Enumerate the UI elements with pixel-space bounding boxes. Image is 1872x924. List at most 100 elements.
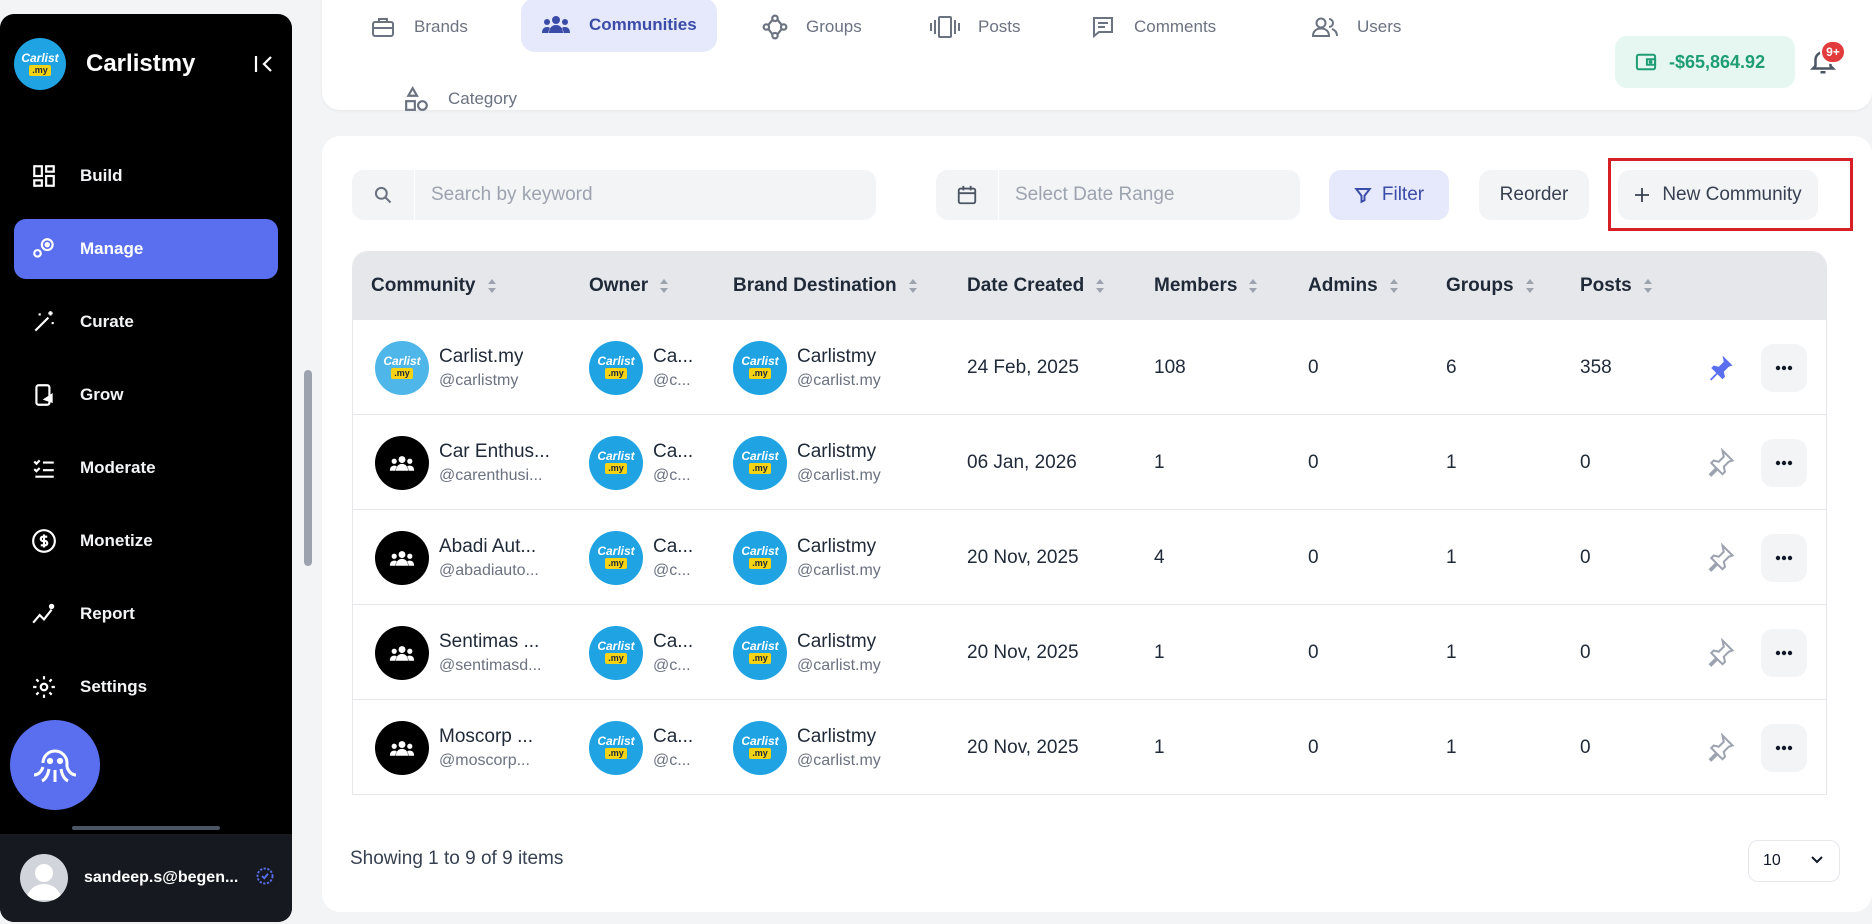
owner-avatar: Carlist .my <box>589 340 643 395</box>
sort-icon[interactable] <box>1094 277 1106 295</box>
community-group-icon <box>375 435 429 490</box>
sort-icon[interactable] <box>1247 277 1259 295</box>
tab-comments[interactable]: Comments <box>1070 0 1236 54</box>
tab-users[interactable]: Users <box>1291 0 1421 54</box>
column-header[interactable]: Community <box>371 252 498 320</box>
owner-cell[interactable]: Carlist .my Ca... @c... <box>589 415 719 510</box>
groups-count: 1 <box>1446 451 1457 473</box>
tab-category[interactable]: Category <box>384 72 537 126</box>
user-profile[interactable]: sandeep.s@begen... <box>0 834 292 922</box>
column-header[interactable]: Owner <box>589 252 670 320</box>
page-size-select[interactable]: 10 <box>1748 840 1840 882</box>
assistant-octopus-icon[interactable] <box>10 720 100 810</box>
table-row[interactable]: Sentimas ... @sentimasd... Carlist .my Ca...… <box>353 605 1826 700</box>
sidebar-item-build[interactable]: Build <box>14 146 278 206</box>
column-header[interactable]: Date Created <box>967 252 1106 320</box>
logo-text: Carlist <box>21 50 59 65</box>
search-box[interactable] <box>352 170 876 220</box>
category-icon <box>404 86 430 112</box>
sidebar-item-curate[interactable]: Curate <box>14 292 278 352</box>
sort-icon[interactable] <box>907 277 919 295</box>
date-created: 20 Nov, 2025 <box>967 546 1079 568</box>
new-community-button[interactable]: New Community <box>1618 170 1818 220</box>
column-header[interactable]: Posts <box>1580 252 1654 320</box>
sort-icon[interactable] <box>1388 277 1400 295</box>
sidebar-scrollbar[interactable] <box>304 370 312 566</box>
wallet-icon <box>1635 52 1657 72</box>
column-header[interactable]: Brand Destination <box>733 252 919 320</box>
more-options-icon[interactable] <box>1761 344 1807 392</box>
column-header[interactable]: Members <box>1154 252 1259 320</box>
sidebar-item-monetize[interactable]: Monetize <box>14 511 278 571</box>
more-options-icon[interactable] <box>1761 534 1807 582</box>
tab-posts[interactable]: Posts <box>910 0 1041 54</box>
sidebar-item-manage[interactable]: Manage <box>14 219 278 279</box>
date-range-input[interactable] <box>1015 170 1300 220</box>
owner-handle: @c... <box>653 751 691 769</box>
date-range-picker[interactable] <box>936 170 1300 220</box>
table-row[interactable]: Car Enthus... @carenthusi... Carlist .my Ca.… <box>353 415 1826 510</box>
pin-icon[interactable] <box>1698 441 1742 485</box>
sidebar-item-grow[interactable]: Grow <box>14 365 278 425</box>
tab-communities[interactable]: Communities <box>521 0 717 52</box>
tab-groups[interactable]: Groups <box>742 0 882 54</box>
table-row[interactable]: Abadi Aut... @abadiauto... Carlist .my Ca...… <box>353 510 1826 605</box>
sidebar-item-settings[interactable]: Settings <box>14 657 278 717</box>
community-cell[interactable]: Abadi Aut... @abadiauto... <box>375 510 575 605</box>
brand-cell[interactable]: Carlist .my Carlistmy @carlist.my <box>733 700 953 794</box>
sort-icon[interactable] <box>486 277 498 295</box>
table-row[interactable]: Moscorp ... @moscorp... Carlist .my Ca... @c.… <box>353 700 1826 794</box>
sidebar-item-moderate[interactable]: Moderate <box>14 438 278 498</box>
brand-logo[interactable]: Carlist .my <box>14 38 66 90</box>
owner-cell[interactable]: Carlist .my Ca... @c... <box>589 510 719 605</box>
more-options-icon[interactable] <box>1761 439 1807 487</box>
date-created: 24 Feb, 2025 <box>967 356 1079 378</box>
tab-brands[interactable]: Brands <box>350 0 488 54</box>
tab-label: Brands <box>414 17 468 36</box>
owner-cell[interactable]: Carlist .my Ca... @c... <box>589 700 719 794</box>
brand-cell[interactable]: Carlist .my Carlistmy @carlist.my <box>733 320 953 415</box>
sort-icon[interactable] <box>658 277 670 295</box>
search-input[interactable] <box>431 170 876 220</box>
top-nav-card: Brands Communities Groups Posts Comments… <box>322 0 1872 111</box>
reorder-label: Reorder <box>1499 184 1569 205</box>
sort-icon[interactable] <box>1524 277 1536 295</box>
filter-icon <box>1354 186 1372 204</box>
brand-cell[interactable]: Carlist .my Carlistmy @carlist.my <box>733 510 953 605</box>
community-name: Car Enthus... <box>439 440 550 462</box>
gear-icon <box>30 673 58 701</box>
brand-name: Carlistmy <box>797 440 877 462</box>
community-cell[interactable]: Sentimas ... @sentimasd... <box>375 605 575 700</box>
pin-icon[interactable] <box>1698 631 1742 675</box>
pin-icon[interactable] <box>1698 536 1742 580</box>
community-cell[interactable]: Moscorp ... @moscorp... <box>375 700 575 794</box>
collapse-sidebar-icon[interactable] <box>250 50 278 78</box>
sort-icon[interactable] <box>1642 277 1654 295</box>
community-handle: @moscorp... <box>439 751 530 769</box>
owner-cell[interactable]: Carlist .my Ca... @c... <box>589 320 719 415</box>
community-cell[interactable]: Car Enthus... @carenthusi... <box>375 415 575 510</box>
community-handle: @carlistmy <box>439 371 519 389</box>
column-header[interactable]: Groups <box>1446 252 1536 320</box>
filter-button[interactable]: Filter <box>1329 170 1449 220</box>
calendar-icon <box>936 170 998 220</box>
community-name: Moscorp ... <box>439 725 533 747</box>
brand-cell[interactable]: Carlist .my Carlistmy @carlist.my <box>733 415 953 510</box>
sidebar-item-label: Monetize <box>80 531 153 550</box>
column-header-label: Community <box>371 275 476 296</box>
wallet-amount: -$65,864.92 <box>1669 51 1766 72</box>
pin-icon[interactable] <box>1698 726 1742 770</box>
pagination-summary: Showing 1 to 9 of 9 items <box>350 848 564 869</box>
reorder-button[interactable]: Reorder <box>1479 170 1589 220</box>
community-cell[interactable]: Carlist .my Carlist.my @carlistmy <box>375 320 575 415</box>
sidebar-item-report[interactable]: Report <box>14 584 278 644</box>
chart-icon <box>30 600 58 628</box>
table-row[interactable]: Carlist .my Carlist.my @carlistmy Carlist .my… <box>353 320 1826 415</box>
more-options-icon[interactable] <box>1761 629 1807 677</box>
column-header[interactable]: Admins <box>1308 252 1400 320</box>
brand-cell[interactable]: Carlist .my Carlistmy @carlist.my <box>733 605 953 700</box>
more-options-icon[interactable] <box>1761 724 1807 772</box>
wallet-balance[interactable]: -$65,864.92 <box>1615 36 1795 88</box>
pin-filled-icon[interactable] <box>1698 346 1742 390</box>
owner-cell[interactable]: Carlist .my Ca... @c... <box>589 605 719 700</box>
